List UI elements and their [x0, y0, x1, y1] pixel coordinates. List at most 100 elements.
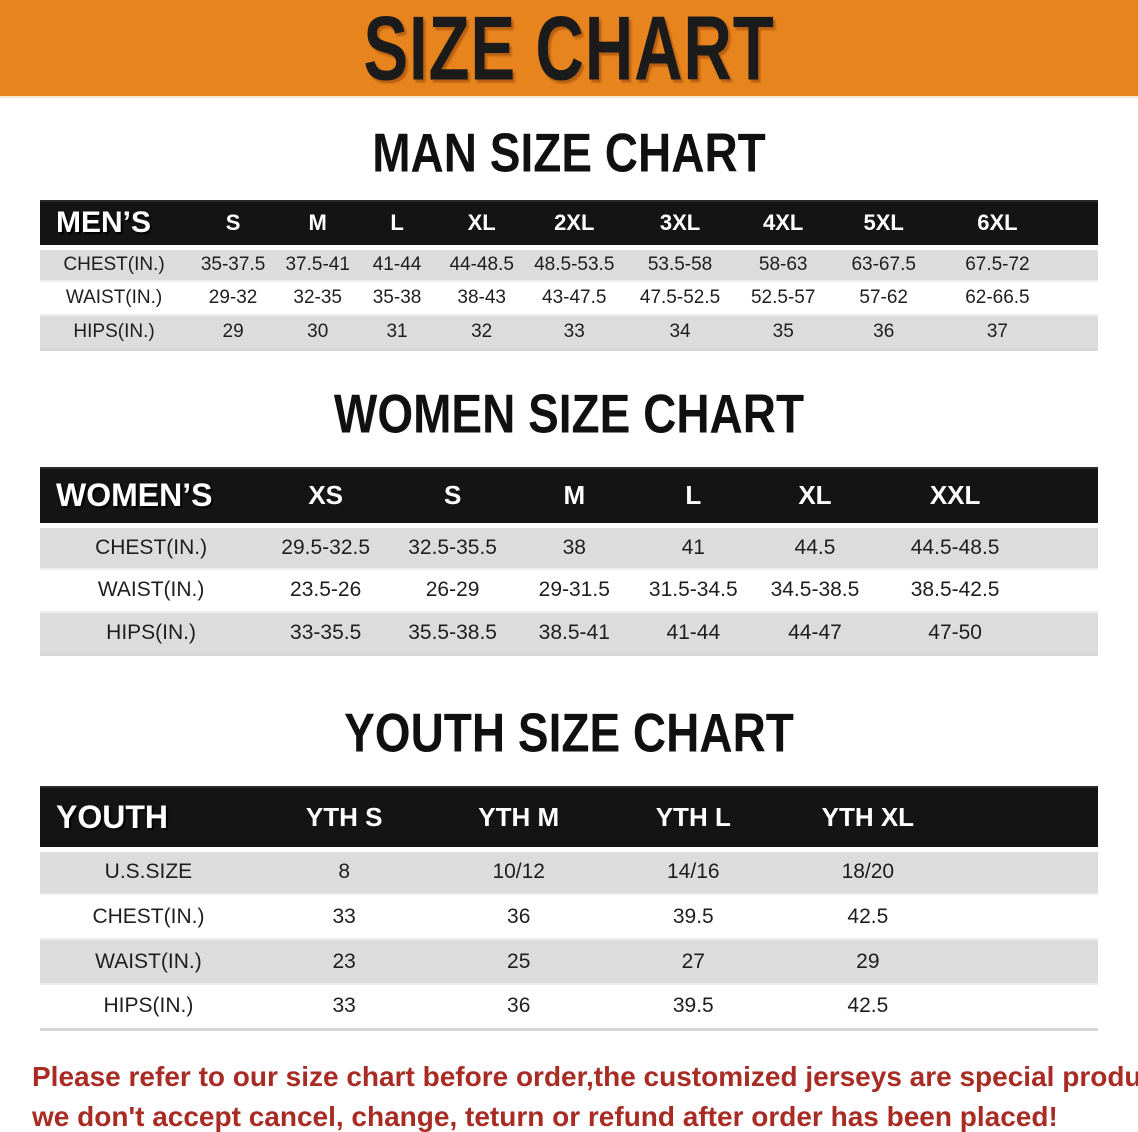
measurement-value: 27 [681, 949, 705, 973]
row-label: HIPS(IN.) [73, 320, 155, 342]
measurement-value: 29-32 [208, 287, 258, 308]
spacer-cell [1034, 612, 1098, 655]
measurement-value: 44-48.5 [449, 253, 514, 275]
measurement-value: 62-66.5 [965, 287, 1030, 308]
women-size-section: WOMEN SIZE CHART WOMEN’S XS S M L XL XXL CHEST(… [0, 351, 1138, 657]
men-size-header: 3XL [659, 210, 701, 236]
measurement-value: 33 [332, 994, 356, 1018]
spacer-cell [1034, 569, 1098, 612]
measurement-value: 44.5 [794, 535, 836, 559]
measurement-value: 18/20 [841, 860, 895, 884]
measurement-value: 26-29 [425, 578, 480, 601]
spacer-cell [1056, 281, 1098, 315]
measurement-value: 30 [307, 320, 329, 342]
row-label: CHEST(IN.) [63, 253, 165, 275]
men-measurement-row: WAIST(IN.) 29-32 32-35 35-38 38-43 43-47.5 47.… [40, 281, 1098, 315]
spacer-cell [955, 984, 1098, 1029]
spacer-cell [1056, 315, 1098, 349]
youth-size-header: YTH XL [821, 801, 915, 832]
measurement-value: 34.5-38.5 [770, 578, 860, 601]
disclaimer-line-2: we don't accept cancel, change, teturn o… [32, 1100, 1058, 1132]
spacer-cell [955, 939, 1098, 984]
youth-size-header: YTH L [655, 801, 731, 832]
measurement-value: 44-47 [788, 620, 842, 644]
spacer-cell [955, 849, 1098, 894]
measurement-value: 35 [772, 320, 794, 342]
spacer-cell [955, 787, 1098, 849]
women-measurement-row: HIPS(IN.) 33-35.5 35.5-38.5 38.5-41 41-44 44-… [40, 611, 1098, 655]
measurement-value: 31 [386, 320, 408, 342]
youth-section-heading: YOUTH SIZE CHART [344, 702, 794, 764]
measurement-value: 35.5-38.5 [408, 620, 497, 644]
measurement-value: 29.5-32.5 [281, 535, 371, 559]
row-label: WAIST(IN.) [95, 949, 202, 973]
measurement-value: 41 [681, 535, 705, 559]
measurement-value: 36 [507, 994, 531, 1018]
youth-measurement-row: HIPS(IN.) 33 36 39.5 42.5 [40, 984, 1098, 1029]
women-size-header: L [685, 480, 702, 511]
measurement-value: 25 [507, 949, 531, 973]
measurement-value: 36 [873, 320, 895, 342]
measurement-value: 38.5-41 [538, 620, 610, 644]
youth-header-row: YOUTH YTH S YTH M YTH L YTH XL [40, 787, 1098, 849]
men-size-header: S [225, 210, 241, 236]
women-header-row: WOMEN’S XS S M L XL XXL [40, 467, 1098, 526]
measurement-value: 39.5 [672, 904, 714, 928]
men-size-table-wrap: MEN’S S M L XL 2XL 3XL 4XL 5XL 6XL CHEST(IN.) 35-37… [40, 200, 1098, 351]
men-size-header: 5XL [863, 210, 904, 236]
women-section-heading: WOMEN SIZE CHART [333, 382, 805, 445]
measurement-value: 35-37.5 [200, 253, 266, 275]
order-disclaimer: Please refer to our size chart before or… [32, 1057, 1138, 1132]
women-size-header: XS [308, 480, 343, 511]
men-size-header: M [308, 210, 327, 236]
youth-size-section: YOUTH SIZE CHART YOUTH YTH S YTH M YTH L YTH… [0, 656, 1138, 1031]
measurement-value: 33-35.5 [290, 620, 362, 644]
spacer-cell [1056, 247, 1098, 281]
measurement-value: 57-62 [859, 287, 908, 308]
measurement-value: 47-50 [928, 620, 982, 644]
measurement-value: 29-31.5 [538, 578, 610, 601]
measurement-value: 31.5-34.5 [648, 578, 738, 601]
women-table-title: WOMEN’S [56, 477, 213, 514]
women-size-table: WOMEN’S XS S M L XL XXL CHEST(IN.) 29.5-32.5 32.5… [40, 467, 1098, 657]
youth-measurement-row: U.S.SIZE 8 10/12 14/16 18/20 [40, 849, 1098, 894]
measurement-value: 63-67.5 [851, 253, 916, 275]
youth-measurement-row: CHEST(IN.) 33 36 39.5 42.5 [40, 894, 1098, 939]
measurement-value: 39.5 [672, 994, 714, 1018]
row-label: U.S.SIZE [104, 860, 193, 884]
spacer-cell [1034, 468, 1098, 526]
measurement-value: 33 [332, 904, 356, 928]
measurement-value: 53.5-58 [647, 253, 713, 275]
measurement-value: 36 [507, 904, 531, 928]
row-label: CHEST(IN.) [95, 535, 208, 559]
youth-size-table: YOUTH YTH S YTH M YTH L YTH XL U.S.SIZE 8 10/12… [40, 786, 1098, 1031]
women-measurement-row: WAIST(IN.) 23.5-26 26-29 29-31.5 31.5-34.5 34… [40, 568, 1098, 612]
measurement-value: 23 [332, 949, 356, 973]
measurement-value: 44.5-48.5 [910, 535, 1000, 559]
youth-size-header: YTH S [305, 801, 383, 832]
spacer-cell [1034, 526, 1098, 569]
men-header-row: MEN’S S M L XL 2XL 3XL 4XL 5XL 6XL [40, 201, 1098, 247]
measurement-value: 14/16 [667, 860, 720, 884]
measurement-value: 42.5 [847, 904, 889, 928]
men-size-header: 4XL [763, 210, 804, 236]
men-size-header: 2XL [554, 210, 595, 236]
men-table-title: MEN’S [56, 206, 152, 240]
measurement-value: 48.5-53.5 [534, 253, 615, 275]
banner-title: SIZE CHART [363, 0, 775, 99]
measurement-value: 41-44 [666, 620, 721, 644]
size-chart-banner: SIZE CHART [0, 0, 1138, 98]
measurement-value: 67.5-72 [965, 253, 1030, 275]
women-size-table-wrap: WOMEN’S XS S M L XL XXL CHEST(IN.) 29.5-32.5 32.5… [40, 467, 1098, 657]
measurement-value: 58-63 [758, 253, 808, 275]
measurement-value: 41-44 [372, 253, 422, 275]
measurement-value: 52.5-57 [750, 287, 816, 308]
men-size-header: 6XL [977, 210, 1018, 236]
measurement-value: 29 [222, 320, 244, 342]
measurement-value: 29 [856, 949, 880, 973]
youth-table-title: YOUTH [56, 798, 168, 835]
men-size-header: XL [467, 210, 496, 236]
men-measurement-row: CHEST(IN.) 35-37.5 37.5-41 41-44 44-48.5 48.5… [40, 247, 1098, 281]
men-size-section: MAN SIZE CHART MEN’S S M L XL 2XL 3XL 4XL 5XL 6XL… [0, 98, 1138, 351]
